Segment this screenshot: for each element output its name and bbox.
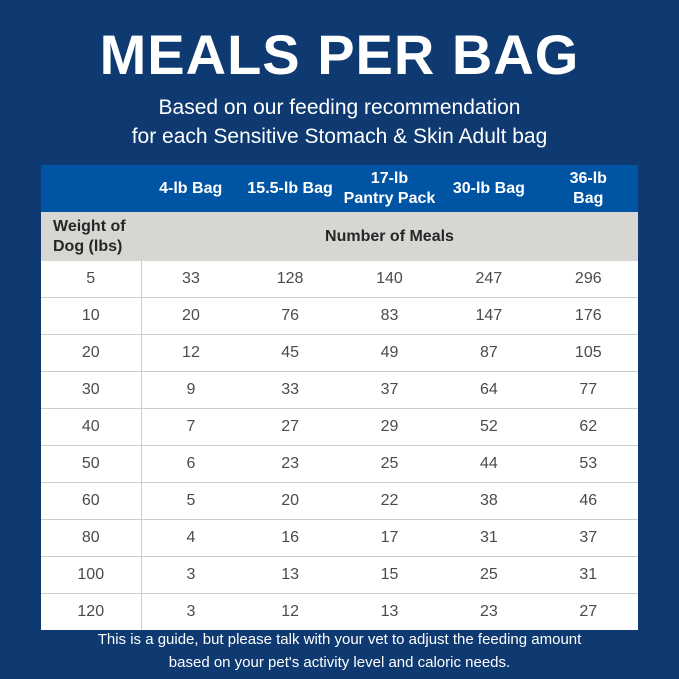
table-row: 50 6 23 25 44 53 bbox=[41, 445, 638, 483]
meals-cell: 62 bbox=[538, 408, 638, 446]
meals-cell: 27 bbox=[240, 408, 340, 446]
meals-cell: 23 bbox=[439, 593, 539, 630]
meals-table: 4-lb Bag 15.5-lb Bag 17-lb Pantry Pack 3… bbox=[41, 165, 638, 630]
weight-of-dog-header: Weight of Dog (lbs) bbox=[41, 212, 141, 261]
meals-cell: 25 bbox=[439, 556, 539, 594]
weight-cell: 20 bbox=[41, 334, 142, 372]
column-header-4lb-bag: 4-lb Bag bbox=[141, 165, 241, 212]
meals-cell: 33 bbox=[141, 261, 241, 298]
meals-cell: 105 bbox=[538, 334, 638, 372]
corner-cell bbox=[41, 165, 141, 212]
bag-header-row: 4-lb Bag 15.5-lb Bag 17-lb Pantry Pack 3… bbox=[41, 165, 638, 212]
table-row: 30 9 33 37 64 77 bbox=[41, 371, 638, 409]
footer-note: This is a guide, but please talk with yo… bbox=[0, 628, 679, 674]
meals-cell: 23 bbox=[240, 445, 340, 483]
table-row: 10 20 76 83 147 176 bbox=[41, 297, 638, 335]
column-header-15lb-bag: 15.5-lb Bag bbox=[240, 165, 340, 212]
table-row: 60 5 20 22 38 46 bbox=[41, 482, 638, 520]
meals-cell: 16 bbox=[240, 519, 340, 557]
meals-cell: 31 bbox=[439, 519, 539, 557]
column-header-36lb-bag: 36-lb Bag bbox=[538, 165, 638, 212]
meals-cell: 83 bbox=[339, 297, 440, 335]
meals-cell: 49 bbox=[339, 334, 440, 372]
meals-cell: 13 bbox=[339, 593, 440, 630]
meals-cell: 6 bbox=[141, 445, 241, 483]
meals-cell: 15 bbox=[339, 556, 440, 594]
meals-cell: 5 bbox=[141, 482, 241, 520]
weight-cell: 10 bbox=[41, 297, 142, 335]
table-row: 5 33 128 140 247 296 bbox=[41, 261, 638, 298]
table-row: 100 3 13 15 25 31 bbox=[41, 556, 638, 594]
meals-cell: 53 bbox=[538, 445, 638, 483]
weight-cell: 30 bbox=[41, 371, 142, 409]
meals-cell: 25 bbox=[339, 445, 440, 483]
meals-cell: 52 bbox=[439, 408, 539, 446]
meals-cell: 76 bbox=[240, 297, 340, 335]
column-header-30lb-bag: 30-lb Bag bbox=[439, 165, 539, 212]
meals-cell: 296 bbox=[538, 261, 638, 298]
meals-cell: 46 bbox=[538, 482, 638, 520]
weight-cell: 120 bbox=[41, 593, 142, 630]
meals-cell: 13 bbox=[240, 556, 340, 594]
meals-cell: 20 bbox=[240, 482, 340, 520]
meals-cell: 20 bbox=[141, 297, 241, 335]
meals-cell: 9 bbox=[141, 371, 241, 409]
meals-cell: 4 bbox=[141, 519, 241, 557]
meals-cell: 33 bbox=[240, 371, 340, 409]
column-header-17lb-pantry-pack: 17-lb Pantry Pack bbox=[339, 165, 440, 212]
meals-cell: 22 bbox=[339, 482, 440, 520]
meals-cell: 3 bbox=[141, 556, 241, 594]
subtitle-line-2: for each Sensitive Stomach & Skin Adult … bbox=[131, 125, 548, 148]
meals-cell: 247 bbox=[439, 261, 539, 298]
number-of-meals-header: Number of Meals bbox=[141, 212, 638, 261]
weight-cell: 40 bbox=[41, 408, 142, 446]
meals-cell: 44 bbox=[439, 445, 539, 483]
page-subtitle: Based on our feeding recommendation for … bbox=[0, 93, 679, 151]
meals-cell: 38 bbox=[439, 482, 539, 520]
meals-cell: 31 bbox=[538, 556, 638, 594]
page-title: MEALS PER BAG bbox=[99, 23, 580, 86]
meals-cell: 87 bbox=[439, 334, 539, 372]
table-row: 40 7 27 29 52 62 bbox=[41, 408, 638, 446]
meals-cell: 45 bbox=[240, 334, 340, 372]
meals-cell: 12 bbox=[240, 593, 340, 630]
weight-cell: 80 bbox=[41, 519, 142, 557]
meals-cell: 3 bbox=[141, 593, 241, 630]
meals-cell: 176 bbox=[538, 297, 638, 335]
meals-cell: 7 bbox=[141, 408, 241, 446]
meals-cell: 64 bbox=[439, 371, 539, 409]
table-body: 5 33 128 140 247 296 10 20 76 83 147 176 20 12 45 49 87 1… bbox=[41, 261, 638, 630]
table-row: 120 3 12 13 23 27 bbox=[41, 593, 638, 630]
meals-cell: 77 bbox=[538, 371, 638, 409]
meals-cell: 29 bbox=[339, 408, 440, 446]
weight-cell: 100 bbox=[41, 556, 142, 594]
table-row: 80 4 16 17 31 37 bbox=[41, 519, 638, 557]
meals-cell: 147 bbox=[439, 297, 539, 335]
meals-cell: 128 bbox=[240, 261, 340, 298]
meals-cell: 37 bbox=[538, 519, 638, 557]
table-row: 20 12 45 49 87 105 bbox=[41, 334, 638, 372]
footer-line-2: based on your pet's activity level and c… bbox=[168, 654, 511, 671]
subtitle-line-1: Based on our feeding recommendation bbox=[158, 96, 521, 119]
footer-line-1: This is a guide, but please talk with yo… bbox=[97, 631, 582, 648]
meals-cell: 37 bbox=[339, 371, 440, 409]
meals-cell: 140 bbox=[339, 261, 440, 298]
weight-cell: 50 bbox=[41, 445, 142, 483]
meals-cell: 17 bbox=[339, 519, 440, 557]
meals-cell: 27 bbox=[538, 593, 638, 630]
meals-cell: 12 bbox=[141, 334, 241, 372]
weight-cell: 5 bbox=[41, 261, 142, 298]
sub-header-row: Weight of Dog (lbs) Number of Meals bbox=[41, 212, 638, 261]
weight-cell: 60 bbox=[41, 482, 142, 520]
